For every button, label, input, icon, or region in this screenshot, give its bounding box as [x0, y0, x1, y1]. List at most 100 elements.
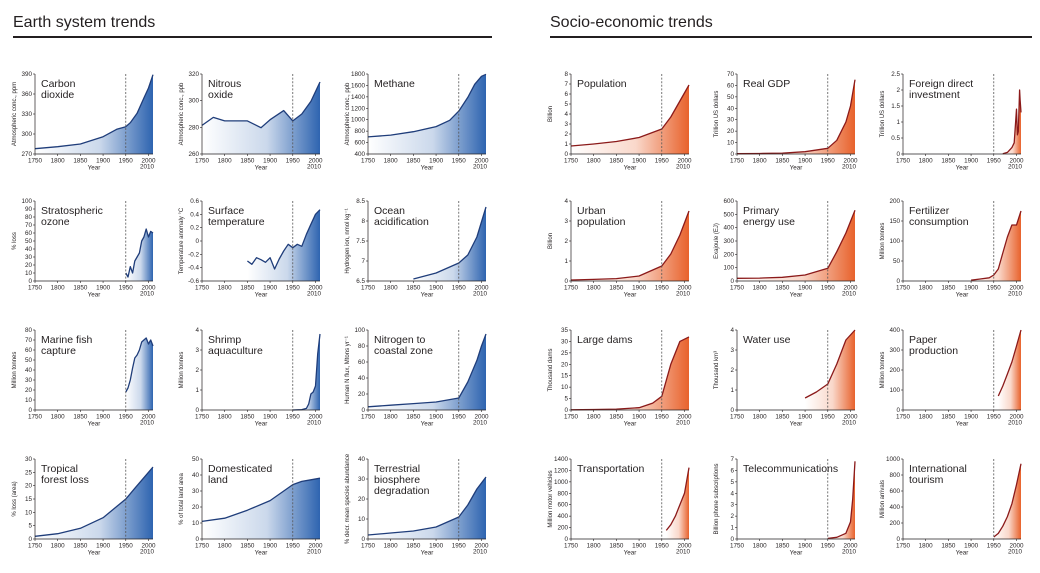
x-end-label: 2010 [140, 549, 155, 556]
y-tick-label: 1 [730, 387, 734, 394]
x-tick-label: 1850 [941, 414, 956, 421]
panel-title-line: Terrestrial [374, 463, 420, 475]
panel-title-line: Telecommunications [743, 463, 838, 475]
panel-title-line: tourism [909, 474, 944, 486]
x-tick-label: 2000 [843, 414, 858, 421]
x-tick-label: 2000 [474, 285, 489, 292]
x-tick-label: 1850 [406, 285, 421, 292]
panel-title-line: Primary [743, 205, 780, 217]
series-line [125, 337, 154, 393]
y-tick-label: 3 [730, 502, 734, 509]
y-tick-label: 70 [727, 71, 735, 78]
y-tick-label: 6 [730, 467, 734, 474]
series-line [34, 466, 154, 537]
y-tick-label: 2 [730, 513, 734, 520]
x-axis-label: Year [790, 421, 803, 428]
y-tick-label: 200 [889, 367, 900, 374]
x-tick-label: 1900 [96, 543, 111, 550]
y-tick-label: 600 [889, 488, 900, 495]
y-tick-label: 20 [727, 128, 735, 135]
x-end-label: 2010 [1008, 420, 1023, 427]
y-tick-label: 30 [727, 117, 735, 124]
x-tick-label: 1900 [964, 414, 979, 421]
series-area [998, 330, 1021, 410]
panel-title-line: Carbon [41, 78, 76, 90]
panel-title-line: temperature [208, 216, 265, 228]
panel-title-line: oxide [208, 89, 233, 101]
series-area [1002, 90, 1021, 154]
y-tick-label: 5 [564, 101, 568, 108]
y-tick-label: 25 [561, 350, 569, 357]
x-tick-label: 1800 [384, 543, 399, 550]
x-tick-label: 1900 [429, 158, 444, 165]
x-axis-label: Year [956, 292, 969, 299]
x-tick-label: 1750 [896, 285, 911, 292]
y-tick-label: 320 [188, 71, 199, 78]
series-line [201, 81, 321, 129]
x-end-label: 2010 [307, 164, 322, 171]
panel-title-line: Nitrous [208, 78, 241, 90]
x-end-label: 2010 [307, 420, 322, 427]
y-tick-label: 1 [195, 387, 199, 394]
x-tick-label: 1900 [632, 285, 647, 292]
x-tick-label: 1750 [564, 543, 579, 550]
x-axis-label: Year [624, 421, 637, 428]
y-tick-label: 1200 [351, 105, 366, 112]
y-tick-label: 30 [25, 456, 33, 463]
x-tick-label: 1950 [655, 158, 670, 165]
y-tick-label: 40 [25, 246, 33, 253]
x-end-label: 2010 [676, 549, 691, 556]
y-tick-label: 300 [889, 347, 900, 354]
y-tick-label: 100 [354, 327, 365, 334]
x-tick-label: 2000 [1009, 414, 1024, 421]
y-axis-label: Atmospheric conc., ppb [179, 82, 185, 145]
y-tick-label: 400 [557, 513, 568, 520]
y-tick-label: 10 [25, 270, 33, 277]
y-tick-label: 20 [358, 496, 366, 503]
y-tick-label: 100 [723, 265, 734, 272]
y-tick-label: 0 [195, 407, 199, 414]
panel-title-line: dioxide [41, 89, 74, 101]
series-line [570, 336, 690, 411]
x-tick-label: 1850 [609, 414, 624, 421]
y-tick-label: 0 [730, 151, 734, 158]
x-end-label: 2010 [307, 291, 322, 298]
y-tick-label: 70 [25, 337, 33, 344]
y-tick-label: 0.2 [190, 225, 199, 232]
x-tick-label: 1800 [218, 158, 233, 165]
y-tick-label: 0 [896, 536, 900, 543]
x-tick-label: 1900 [632, 414, 647, 421]
socio-section-rule [550, 36, 1032, 38]
x-tick-label: 1900 [964, 543, 979, 550]
panel-title-line: Surface [208, 205, 244, 217]
y-tick-label: 0 [564, 536, 568, 543]
y-tick-label: 2 [564, 131, 568, 138]
y-tick-label: 0.5 [891, 135, 900, 142]
x-tick-label: 1750 [896, 158, 911, 165]
y-tick-label: 390 [21, 71, 32, 78]
x-tick-label: 1900 [798, 543, 813, 550]
x-tick-label: 1900 [632, 543, 647, 550]
y-tick-label: 3 [564, 218, 568, 225]
x-tick-label: 1950 [452, 158, 467, 165]
y-tick-label: 50 [893, 258, 901, 265]
x-tick-label: 1800 [218, 543, 233, 550]
y-axis-label: % decr. mean species abundance [345, 453, 351, 544]
y-tick-label: 300 [21, 131, 32, 138]
y-tick-label: 330 [21, 111, 32, 118]
x-tick-label: 1750 [28, 543, 43, 550]
panel-title-line: land [208, 474, 228, 486]
x-axis-label: Year [255, 165, 268, 172]
y-axis-label: Million arrivals [880, 480, 886, 518]
x-tick-label: 1800 [919, 285, 934, 292]
x-tick-label: 1850 [609, 158, 624, 165]
series-line [125, 228, 154, 278]
series-area [35, 74, 153, 154]
x-tick-label: 1800 [51, 158, 66, 165]
y-tick-label: 5 [28, 523, 32, 530]
